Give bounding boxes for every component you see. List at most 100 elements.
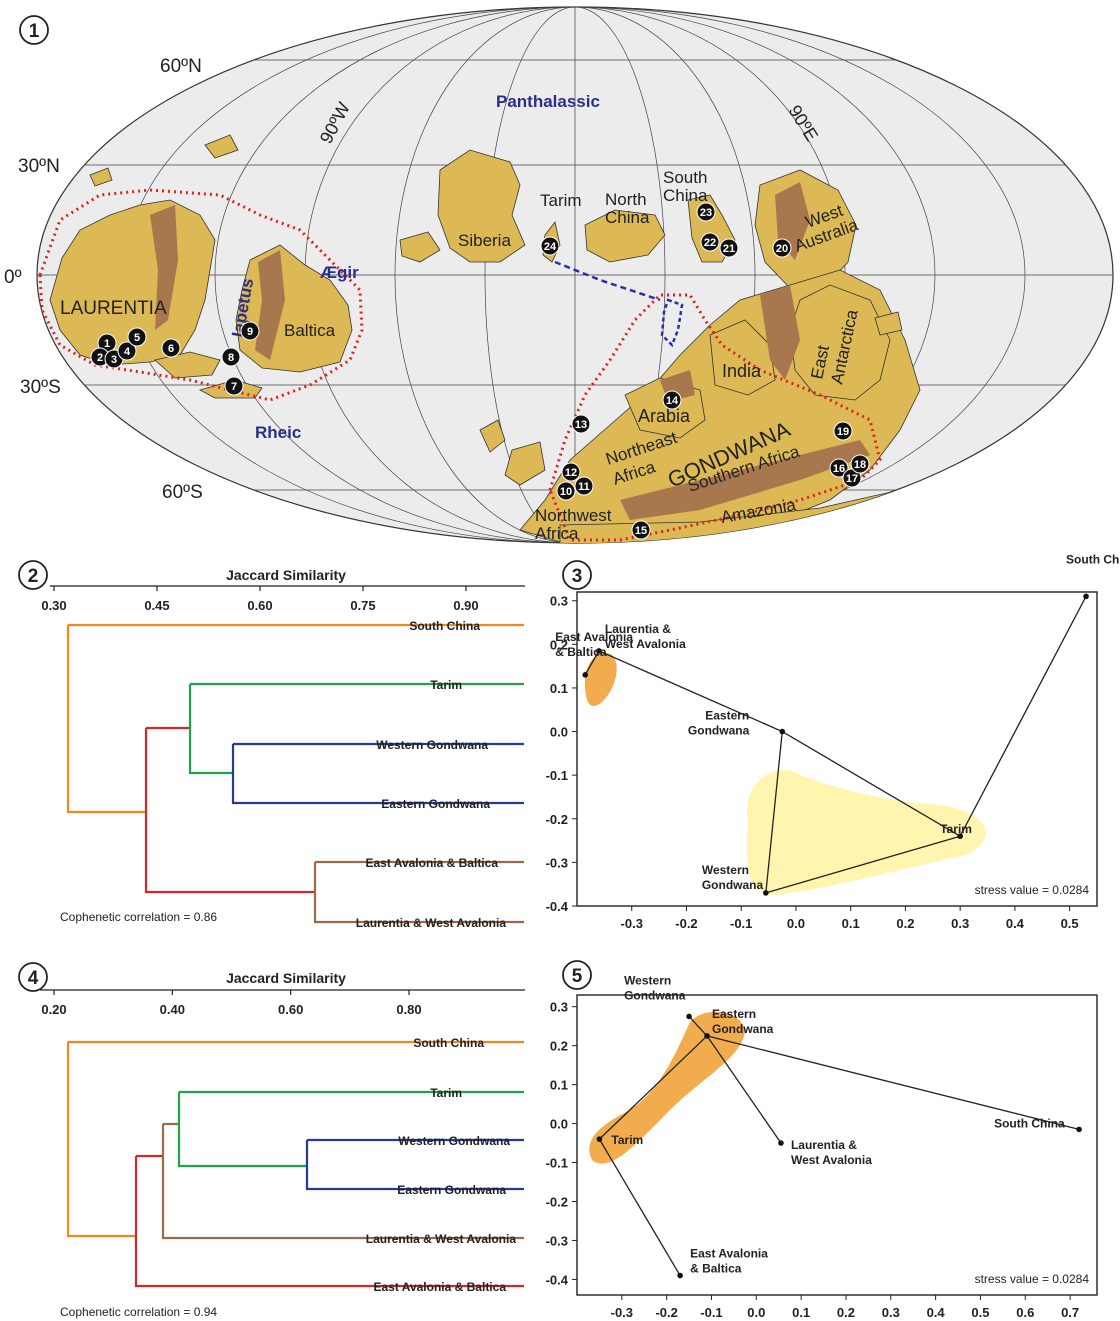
siberia-landmass xyxy=(437,149,526,263)
locality-number: 20 xyxy=(776,243,788,255)
locality-marker-9: 9 xyxy=(240,321,260,341)
region-label-north-china-l2: China xyxy=(605,208,650,227)
nmds3-x-tick-label: 0.5 xyxy=(1061,916,1079,931)
locality-number: 14 xyxy=(666,395,679,407)
island-d xyxy=(504,441,546,486)
nmds3-stress-annotation: stress value = 0.0284 xyxy=(975,883,1090,897)
dendro2-tick-label: 0.60 xyxy=(247,598,272,613)
locality-marker-18: 18 xyxy=(850,454,870,474)
locality-number: 2 xyxy=(97,352,103,364)
nmds3-mst-edge xyxy=(781,730,961,837)
nmds3-y-tick-label: -0.3 xyxy=(546,855,568,870)
locality-marker-6: 6 xyxy=(161,338,181,358)
nmds3-x-tick-label: 0.3 xyxy=(951,916,969,931)
nmds3-x-tick-label: -0.3 xyxy=(621,916,643,931)
locality-dot xyxy=(561,462,581,482)
nmds5-point-label: Eastern xyxy=(712,1007,756,1021)
locality-marker-4: 4 xyxy=(117,341,137,361)
panel-1-map: 60ºN 30ºN 0º 30ºS 60ºS 90ºW 90ºE Panthal… xyxy=(4,6,1114,544)
island-b xyxy=(399,231,441,263)
panel-badge-1: 1 xyxy=(19,15,49,45)
locality-number: 1 xyxy=(104,338,110,350)
nmds5-mst-edge xyxy=(598,1138,681,1276)
locality-dot xyxy=(829,458,849,478)
nmds5-point xyxy=(596,1136,603,1142)
nmds5-y-tick-label: -0.3 xyxy=(546,1233,568,1248)
nmds5-point xyxy=(677,1272,683,1279)
locality-dot xyxy=(117,341,137,361)
locality-dot xyxy=(224,376,244,396)
ocean-label-rheic: Rheic xyxy=(255,423,301,442)
nmds3-y-tick-label: -0.2 xyxy=(546,812,568,827)
dendro2-leaf-tarim: Tarim xyxy=(430,678,462,692)
nmds3-x-tick-label: 0.2 xyxy=(896,916,914,931)
lat-label-30n: 30ºN xyxy=(18,156,60,177)
dendro4-tick-label: 0.40 xyxy=(160,1002,185,1017)
nmds3-y-tick-label: 0.2 xyxy=(550,637,568,652)
island-f xyxy=(204,134,239,159)
locality-dot xyxy=(662,390,682,410)
region-label-arabia: Arabia xyxy=(638,406,691,426)
nmds5-x-tick-label: 0.1 xyxy=(792,1305,810,1320)
svg-text:1: 1 xyxy=(29,21,40,42)
nmds5-x-tick-label: 0.5 xyxy=(971,1305,989,1320)
nmds3-mst-edge xyxy=(598,650,783,733)
nmds3-y-tick-label: -0.4 xyxy=(546,899,569,914)
locality-marker-1: 1 xyxy=(97,333,117,353)
locality-number: 5 xyxy=(134,332,140,344)
locality-number: 16 xyxy=(833,463,845,475)
region-label-laurentia: LAURENTIA xyxy=(60,298,167,319)
locality-number: 9 xyxy=(247,326,253,338)
nmds5-point-label: East Avalonia xyxy=(690,1247,768,1261)
ocean-label-aegir: Ægir xyxy=(320,263,359,282)
locality-marker-11: 11 xyxy=(574,476,594,496)
nmds3-point-label: Eastern xyxy=(705,709,749,723)
nmds5-point-label: South China xyxy=(994,1116,1065,1130)
nmds5-y-tick-label: -0.4 xyxy=(546,1272,569,1287)
panel-4-dendrogram: Jaccard Similarity 0.20 0.40 0.60 0.80 Sout… xyxy=(40,970,525,1319)
locality-dot xyxy=(700,232,720,252)
locality-number: 12 xyxy=(565,467,577,479)
dendro4-leaf-eastern-gondwana: Eastern Gondwana xyxy=(397,1183,506,1197)
region-label-south-china-l2: China xyxy=(663,186,708,205)
dendro4-leaf-south-china: South China xyxy=(413,1036,484,1050)
dendro4-cophenetic: Cophenetic correlation = 0.94 xyxy=(60,1305,217,1319)
locality-marker-13: 13 xyxy=(571,414,591,434)
avalonia-landmass xyxy=(154,351,221,379)
nmds5-point-label: & Baltica xyxy=(690,1262,742,1276)
dendro4-tick-label: 0.60 xyxy=(278,1002,303,1017)
locality-number: 15 xyxy=(635,525,647,537)
locality-marker-5: 5 xyxy=(127,327,147,347)
nmds5-y-tick-label: 0.2 xyxy=(550,1039,568,1054)
locality-number: 11 xyxy=(578,481,590,493)
locality-number: 23 xyxy=(700,207,712,219)
dendro2-tick-label: 0.30 xyxy=(41,598,66,613)
nmds5-x-tick-label: 0.3 xyxy=(882,1305,900,1320)
nmds5-plot-frame xyxy=(576,994,1098,1296)
nmds5-point-label: Western xyxy=(624,973,671,987)
dendro2-ticks: 0.30 0.45 0.60 0.75 0.90 xyxy=(41,586,479,613)
nmds5-y-tick-label: 0.3 xyxy=(550,1000,568,1015)
locality-marker-15: 15 xyxy=(631,520,651,540)
nmds5-point-label: Gondwana xyxy=(624,988,686,1002)
locality-marker-10: 10 xyxy=(556,481,576,501)
nmds3-point xyxy=(763,890,769,896)
nmds3-point xyxy=(582,672,589,678)
nmds3-point-label: Western xyxy=(702,863,749,877)
locality-marker-22: 22 xyxy=(700,232,720,252)
nmds5-mst-edge xyxy=(688,1015,708,1037)
dendro2-axis-title: Jaccard Similarity xyxy=(226,567,346,583)
locality-marker-21: 21 xyxy=(719,238,739,258)
nmds5-group-hull-0 xyxy=(589,1011,745,1164)
nmds3-group-hull-0 xyxy=(584,653,617,707)
locality-number: 22 xyxy=(704,237,716,249)
nmds5-x-tick-label: 0.4 xyxy=(927,1305,946,1320)
dendro2-leaf-eastern-gondwana: Eastern Gondwana xyxy=(381,797,490,811)
locality-marker-20: 20 xyxy=(772,238,792,258)
island-g xyxy=(89,167,113,187)
nmds3-plot-frame xyxy=(576,591,1098,907)
nmds3-point-label: & Baltica xyxy=(555,645,607,659)
locality-marker-14: 14 xyxy=(662,390,682,410)
